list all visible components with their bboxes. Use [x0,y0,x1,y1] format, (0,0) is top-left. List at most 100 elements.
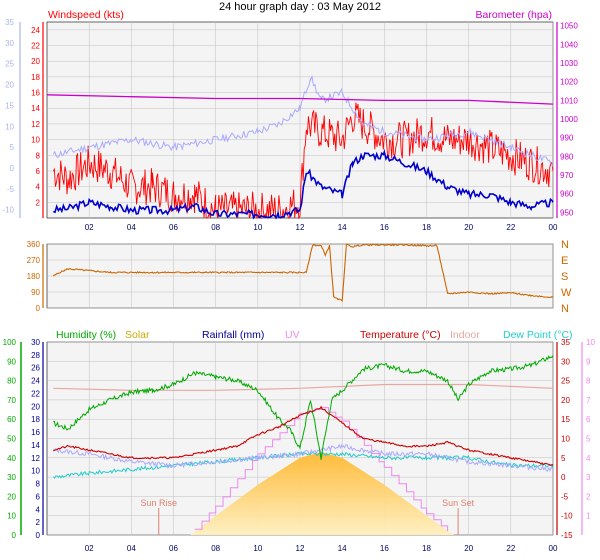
direction-y-tick: 0 [36,304,41,313]
temperature-series [53,405,554,466]
page-title: 24 hour graph day : 03 May 2012 [219,1,381,13]
humidity-y-tick: 100 [3,338,17,347]
wind-x-tick: 16 [380,223,389,232]
rain-y-tick: 24 [31,377,40,386]
humidity-series [53,355,554,460]
uv-y-tick: 6 [586,415,591,424]
wind-y-tick: 22 [31,42,40,51]
wind-x-tick: 20 [464,223,473,232]
wind-outer-tick: 30 [5,39,14,48]
humidity-y-tick: 50 [7,435,16,444]
direction-y-tick: 180 [27,272,41,281]
solar-area [190,452,454,535]
wind-x-tick: 18 [422,223,431,232]
wind-y-tick: 4 [36,183,41,192]
direction-compass-label: W [561,287,572,299]
temp-y-tick: 10 [561,435,570,444]
legend-windspeed: Windspeed (kts) [48,9,124,21]
rain-y-tick: 8 [36,480,41,489]
legend-rainfall: Rainfall (mm) [202,329,264,341]
temp-y-tick: -15 [561,531,573,540]
rain-y-tick: 18 [31,415,40,424]
baro-y-tick: 1030 [560,59,578,68]
wind-gust-series [52,74,554,168]
wind-outer-tick: 25 [5,60,14,69]
sunrise-label: Sun Rise [140,498,177,508]
humidity-y-tick: 30 [7,473,16,482]
temp-y-tick: 15 [561,415,570,424]
wind-x-tick: 00 [549,223,558,232]
wind-y-tick: 6 [36,167,41,176]
humidity-y-tick: 80 [7,377,16,386]
weather-x-tick: 10 [253,544,262,553]
rain-y-tick: 20 [31,402,40,411]
direction-compass-label: N [561,303,569,315]
wind-y-tick: 16 [31,89,40,98]
temp-y-tick: -5 [561,492,569,501]
rain-y-tick: 0 [36,531,41,540]
direction-y-tick: 270 [27,256,41,265]
humidity-y-tick: 70 [7,396,16,405]
wind-x-tick: 04 [127,223,136,232]
temp-y-tick: 5 [561,454,566,463]
weather-x-tick: 16 [380,544,389,553]
wind-outer-tick: -5 [7,185,15,194]
uv-y-tick: 2 [586,492,591,501]
rain-y-tick: 4 [36,505,41,514]
direction-compass-label: S [561,271,568,283]
legend-barometer: Barometer (hpa) [476,9,552,21]
legend-humidity: Humidity (%) [56,329,116,341]
rain-y-tick: 14 [31,441,40,450]
uv-y-tick: 5 [586,435,591,444]
wind-outer-tick: 10 [5,122,14,131]
wind-x-tick: 02 [85,223,94,232]
rain-y-tick: 6 [36,492,41,501]
legend-solar: Solar [125,329,150,341]
wind-outer-tick: 0 [10,164,15,173]
direction-compass-label: E [561,255,568,267]
wind-x-tick: 14 [338,223,347,232]
wind-x-tick: 06 [169,223,178,232]
baro-y-tick: 1040 [560,40,578,49]
direction-y-tick: 360 [27,240,41,249]
humidity-y-tick: 40 [7,454,16,463]
temp-y-tick: -10 [561,512,573,521]
wind-x-tick: 10 [253,223,262,232]
uv-y-tick: 8 [586,377,591,386]
barometer-series [46,94,554,105]
weather-x-tick: 14 [338,544,347,553]
weather-x-tick: 20 [464,544,473,553]
weather-x-tick: 22 [506,544,515,553]
rain-y-tick: 28 [31,351,40,360]
humidity-y-tick: 10 [7,512,16,521]
uv-y-tick: 9 [586,357,591,366]
wind-y-tick: 20 [31,57,40,66]
humidity-y-tick: 20 [7,492,16,501]
legend-temperature: Temperature (°C) [360,329,441,341]
baro-y-tick: 1020 [560,78,578,87]
baro-y-tick: 990 [560,134,574,143]
uv-y-tick: 10 [586,338,595,347]
temp-y-tick: 35 [561,338,570,347]
weather-x-tick: 00 [549,544,558,553]
humidity-y-tick: 60 [7,415,16,424]
wind-x-tick: 08 [211,223,220,232]
temp-y-tick: 25 [561,377,570,386]
humidity-y-tick: 90 [7,357,16,366]
sunset-label: Sun Set [442,498,475,508]
rain-y-tick: 10 [31,467,40,476]
wind-x-tick: 22 [506,223,515,232]
baro-y-tick: 950 [560,208,574,217]
temp-y-tick: 30 [561,357,570,366]
baro-y-tick: 960 [560,190,574,199]
humidity-y-tick: 0 [12,531,17,540]
weather-x-tick: 18 [422,544,431,553]
weather-x-tick: 02 [85,544,94,553]
uv-y-tick: 4 [586,454,591,463]
rain-y-tick: 22 [31,389,40,398]
rain-y-tick: 12 [31,454,40,463]
direction-compass-label: N [561,239,569,251]
weather-x-tick: 06 [169,544,178,553]
